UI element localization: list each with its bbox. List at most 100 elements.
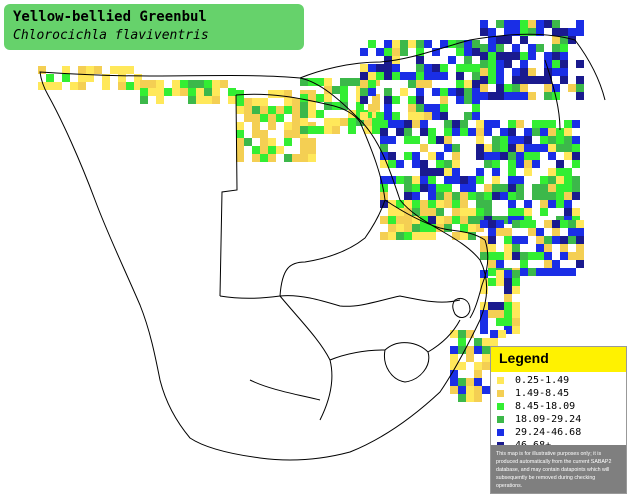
occurrence-cell	[572, 160, 580, 168]
occurrence-cell	[444, 168, 452, 176]
occurrence-cell	[440, 112, 448, 120]
occurrence-cell	[180, 80, 188, 88]
occurrence-cell	[260, 154, 268, 162]
occurrence-cell	[508, 176, 516, 184]
occurrence-cell	[472, 112, 480, 120]
occurrence-cell	[416, 104, 424, 112]
occurrence-cell	[118, 66, 126, 74]
occurrence-cell	[308, 154, 316, 162]
occurrence-cell	[348, 78, 356, 86]
occurrence-cell	[532, 184, 540, 192]
occurrence-cell	[476, 200, 484, 208]
occurrence-cell	[376, 72, 384, 80]
occurrence-cell	[576, 84, 584, 92]
occurrence-cell	[436, 152, 444, 160]
occurrence-cell	[102, 82, 110, 90]
occurrence-cell	[404, 136, 412, 144]
occurrence-cell	[308, 110, 316, 118]
occurrence-cell	[372, 126, 380, 134]
occurrence-cell	[140, 80, 148, 88]
occurrence-cell	[460, 176, 468, 184]
occurrence-cell	[376, 112, 384, 120]
occurrence-cell	[300, 126, 308, 134]
occurrence-cell	[504, 302, 512, 310]
occurrence-cell	[276, 90, 284, 98]
occurrence-cell	[504, 310, 512, 318]
occurrence-cell	[480, 286, 488, 294]
occurrence-cell	[504, 84, 512, 92]
occurrence-cell	[504, 326, 512, 334]
occurrence-cell	[428, 168, 436, 176]
occurrence-cell	[444, 160, 452, 168]
occurrence-cell	[220, 80, 228, 88]
occurrence-cell	[480, 252, 488, 260]
occurrence-cell	[340, 118, 348, 126]
occurrence-cell	[316, 94, 324, 102]
occurrence-cell	[432, 88, 440, 96]
occurrence-cell	[156, 88, 164, 96]
occurrence-cell	[556, 160, 564, 168]
occurrence-cell	[572, 192, 580, 200]
occurrence-cell	[504, 228, 512, 236]
occurrence-cell	[576, 92, 584, 100]
occurrence-cell	[492, 120, 500, 128]
occurrence-cell	[504, 36, 512, 44]
occurrence-cell	[512, 318, 520, 326]
species-title-box: Yellow-bellied Greenbul Chlorocichla fla…	[4, 4, 304, 50]
occurrence-cell	[432, 72, 440, 80]
occurrence-cell	[416, 88, 424, 96]
occurrence-cell	[458, 346, 466, 354]
occurrence-cell	[428, 152, 436, 160]
occurrence-cell	[504, 28, 512, 36]
occurrence-cell	[504, 252, 512, 260]
occurrence-cell	[404, 120, 412, 128]
occurrence-cell	[544, 68, 552, 76]
occurrence-cell	[476, 192, 484, 200]
occurrence-cell	[460, 184, 468, 192]
occurrence-cell	[500, 136, 508, 144]
occurrence-cell	[500, 184, 508, 192]
occurrence-cell	[376, 64, 384, 72]
occurrence-cell	[428, 224, 436, 232]
occurrence-cell	[284, 122, 292, 130]
occurrence-cell	[564, 136, 572, 144]
occurrence-cell	[424, 72, 432, 80]
occurrence-cell	[516, 176, 524, 184]
occurrence-cell	[432, 104, 440, 112]
occurrence-cell	[540, 208, 548, 216]
occurrence-cell	[512, 244, 520, 252]
occurrence-cell	[172, 88, 180, 96]
occurrence-cell	[544, 52, 552, 60]
occurrence-cell	[464, 56, 472, 64]
occurrence-cell	[488, 60, 496, 68]
occurrence-cell	[564, 128, 572, 136]
occurrence-cell	[540, 128, 548, 136]
occurrence-cell	[512, 220, 520, 228]
occurrence-cell	[520, 28, 528, 36]
occurrence-cell	[452, 232, 460, 240]
occurrence-cell	[452, 120, 460, 128]
occurrence-cell	[360, 96, 368, 104]
occurrence-cell	[496, 310, 504, 318]
occurrence-cell	[412, 216, 420, 224]
occurrence-cell	[458, 338, 466, 346]
occurrence-cell	[460, 224, 468, 232]
occurrence-cell	[448, 40, 456, 48]
occurrence-cell	[560, 252, 568, 260]
occurrence-cell	[460, 192, 468, 200]
occurrence-cell	[556, 192, 564, 200]
occurrence-cell	[236, 106, 244, 114]
occurrence-cell	[332, 86, 340, 94]
occurrence-cell	[444, 128, 452, 136]
occurrence-cell	[456, 40, 464, 48]
occurrence-cell	[252, 122, 260, 130]
occurrence-cell	[476, 144, 484, 152]
occurrence-cell	[476, 136, 484, 144]
occurrence-cell	[512, 278, 520, 286]
occurrence-cell	[560, 244, 568, 252]
occurrence-cell	[556, 144, 564, 152]
occurrence-cell	[212, 80, 220, 88]
occurrence-cell	[464, 64, 472, 72]
occurrence-cell	[512, 76, 520, 84]
occurrence-cell	[476, 120, 484, 128]
